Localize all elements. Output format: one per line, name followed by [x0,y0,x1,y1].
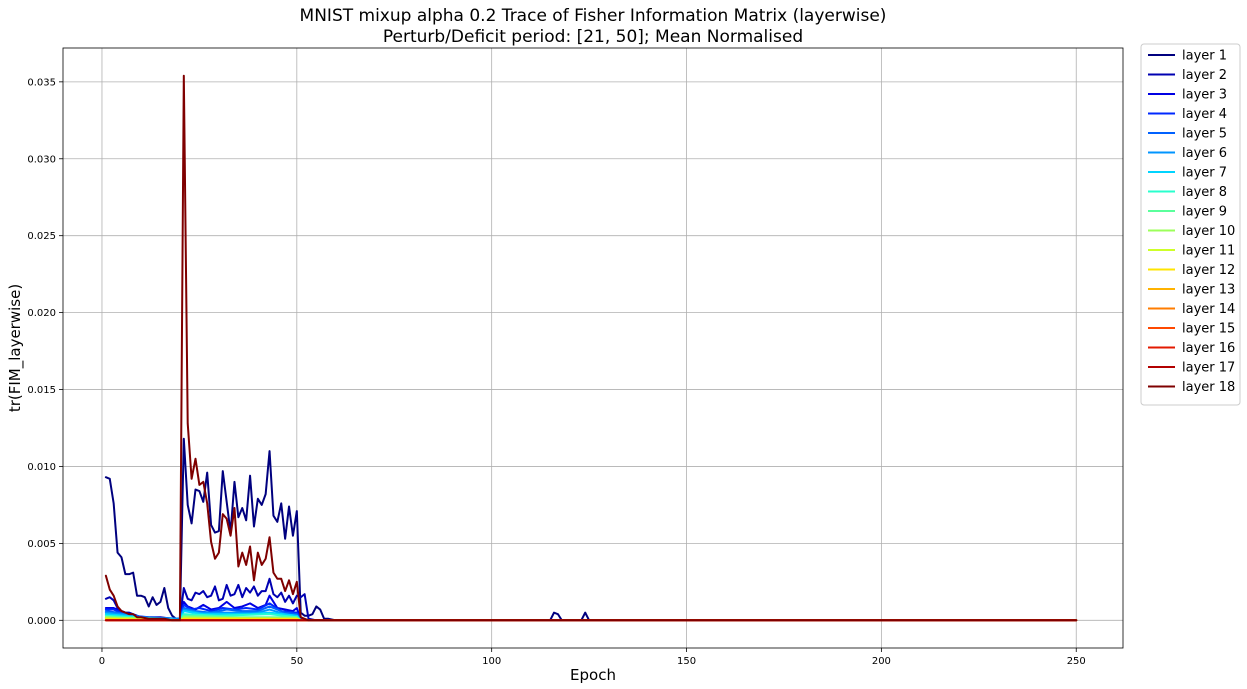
legend-label: layer 1 [1182,49,1227,64]
x-tick-label: 250 [1067,656,1086,667]
chart-title-line-2: Perturb/Deficit period: [21, 50]; Mean N… [383,27,803,47]
y-tick-label: 0.005 [27,539,56,550]
legend-label: layer 15 [1182,322,1235,337]
x-tick-label: 150 [677,656,696,667]
legend-label: layer 18 [1182,380,1235,395]
grid [63,48,1123,648]
series-line-layer-1 [104,437,1078,622]
legend-label: layer 9 [1182,205,1227,220]
x-tick-label: 200 [872,656,891,667]
y-tick-label: 0.020 [27,308,56,319]
y-tick-label: 0.015 [27,385,56,396]
legend-box [1140,43,1241,406]
y-tick-label: 0.010 [27,462,56,473]
chart-title-line-1: MNIST mixup alpha 0.2 Trace of Fisher In… [300,6,887,26]
legend-label: layer 12 [1182,263,1235,278]
y-tick-label: 0.030 [27,154,56,165]
axis-ticks: 0 50 100 150 200 250 0.000 0.005 0.010 0.015 0.020… [27,77,1085,667]
y-tick-label: 0.025 [27,231,56,242]
legend-label: layer 3 [1182,88,1227,103]
x-axis-label: Epoch [570,666,616,684]
y-tick-label: 0.035 [27,77,56,88]
y-axis-label: tr(FIM_layerwise) [6,284,25,412]
x-tick-label: 50 [290,656,303,667]
legend-label: layer 8 [1182,185,1227,200]
y-tick-label: 0.000 [27,616,56,627]
legend-label: layer 7 [1182,166,1227,181]
legend-label: layer 13 [1182,283,1235,298]
plot-frame [62,47,1124,649]
legend-label: layer 2 [1182,68,1227,83]
legend-label: layer 16 [1182,341,1235,356]
legend: layer 1 layer 2 layer 3 layer 4 layer 5 layer… [1140,43,1241,406]
legend-label: layer 14 [1182,302,1235,317]
series-line-layer-18 [104,74,1078,622]
legend-label: layer 4 [1182,107,1227,122]
x-tick-label: 100 [482,656,501,667]
plot-series [104,74,1078,622]
legend-label: layer 5 [1182,127,1227,142]
legend-label: layer 11 [1182,244,1235,259]
legend-label: layer 10 [1182,224,1235,239]
legend-label: layer 17 [1182,361,1235,376]
legend-label: layer 6 [1182,146,1227,161]
x-tick-label: 0 [99,656,105,667]
